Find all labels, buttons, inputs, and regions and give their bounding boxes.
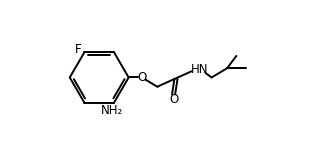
Text: O: O [169, 93, 178, 106]
Text: NH₂: NH₂ [101, 104, 123, 117]
Text: HN: HN [190, 63, 208, 76]
Text: F: F [75, 43, 82, 56]
Text: O: O [137, 71, 146, 84]
